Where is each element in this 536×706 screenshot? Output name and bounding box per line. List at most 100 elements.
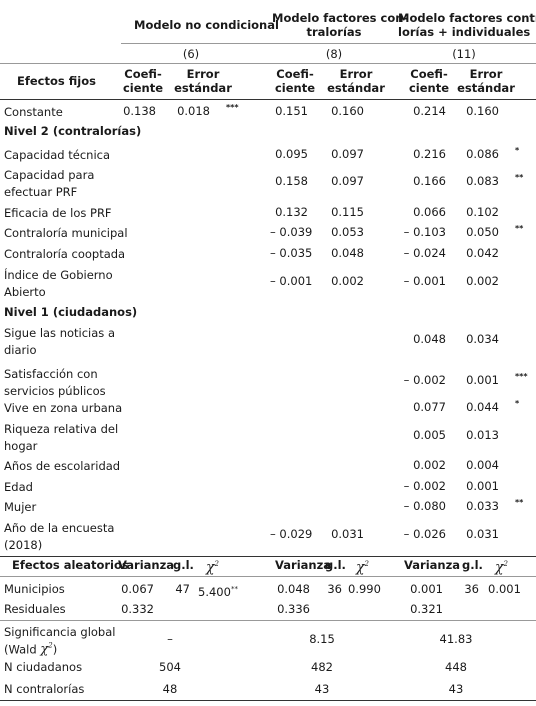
chi-header-3: χ2	[495, 559, 508, 576]
municipios-gl-3: 36	[464, 582, 479, 596]
cell-m2e: 0.053	[331, 225, 364, 239]
bottom-rule	[0, 700, 536, 701]
residuales-var-3: 0.321	[410, 602, 443, 616]
cell-m3c: 0.077	[413, 400, 446, 414]
cell-m3e: 0.001	[466, 373, 499, 387]
n-contralorias-2: 43	[314, 682, 330, 696]
row-label: Eficacia de los PRF	[4, 205, 112, 222]
row-label-line: Riqueza relativa del	[4, 422, 119, 436]
municipios-gl-2: 36	[327, 582, 342, 596]
cell-m3e: 0.042	[466, 246, 499, 260]
cell-m3c: – 0.002	[403, 373, 446, 387]
cell-m2c: – 0.035	[270, 246, 313, 260]
cell-m1c: 0.138	[123, 104, 156, 118]
n-ciudadanos-1: 504	[159, 660, 181, 674]
row-label: Capacidad para efectuar PRF	[4, 167, 94, 201]
residuales-var-1: 0.332	[121, 602, 154, 616]
cell-m3e: 0.044	[466, 400, 499, 414]
n-ciudadanos-label: N ciudadanos	[4, 660, 83, 674]
sig-value-1: –	[167, 632, 173, 646]
chi-header-1: χ2	[206, 559, 219, 576]
cell-m3e: 0.031	[466, 527, 499, 541]
cell-m2c: – 0.001	[270, 274, 313, 288]
model-2-number: (8)	[325, 47, 343, 61]
cell-m3e: 0.102	[466, 205, 499, 219]
row-label-line: Capacidad técnica	[4, 148, 111, 162]
sig-label: Significancia global (Wald χ2)	[4, 625, 116, 658]
row-label: Índice de Gobierno Abierto	[4, 267, 113, 301]
residuales-var-2: 0.336	[277, 602, 310, 616]
municipios-chi-1: 5.400**	[198, 584, 238, 599]
cell-m3e: 0.160	[466, 104, 499, 118]
row-label: Riqueza relativa del hogar	[4, 421, 118, 455]
cell-m3e: 0.004	[466, 458, 499, 472]
model-2-title-line2: tralorías	[306, 25, 362, 39]
row-label: Capacidad técnica	[4, 147, 110, 164]
row-label-line: Vive en zona urbana	[4, 401, 123, 415]
cell-m3c: – 0.001	[403, 274, 446, 288]
row-label: Satisfacción con servicios públicos	[4, 366, 106, 400]
municipios-label: Municipios	[4, 582, 65, 596]
varianza-header-2: Varianza	[275, 558, 332, 572]
section-heading: Nivel 2 (contralorías)	[4, 124, 142, 138]
cell-m3c: – 0.002	[403, 479, 446, 493]
n-contralorias-label: N contralorías	[4, 682, 85, 696]
cell-m3c: 0.214	[413, 104, 446, 118]
sig-value-2: 8.15	[309, 632, 335, 646]
cell-m2e: 0.115	[331, 205, 364, 219]
header-rule	[121, 43, 536, 44]
model-1-title: Modelo no condicional	[134, 18, 279, 32]
footer-rule	[0, 620, 536, 621]
cell-m3e: 0.002	[466, 274, 499, 288]
row-label-line: efectuar PRF	[4, 185, 78, 199]
cell-m3e: 0.083	[466, 174, 499, 188]
row-label: Sigue las noticias a diario	[4, 325, 115, 359]
err-header-3: Error estándar	[457, 67, 515, 95]
cell-m3c: 0.166	[413, 174, 446, 188]
cell-m3c: – 0.080	[403, 499, 446, 513]
significance-stars: **	[515, 224, 524, 233]
municipios-var-1: 0.067	[121, 582, 154, 596]
significance-stars: **	[515, 498, 524, 507]
err-header-1: Error estándar	[174, 67, 232, 95]
row-label-line: Sigue las noticias a	[4, 326, 115, 340]
random-header-rule	[0, 576, 536, 577]
cell-m3e: 0.033	[466, 499, 499, 513]
cell-m2e: 0.002	[331, 274, 364, 288]
cell-m1e: 0.018	[177, 104, 210, 118]
cell-m3c: 0.216	[413, 147, 446, 161]
row-label-line: Satisfacción con	[4, 367, 98, 381]
cell-m3e: 0.013	[466, 428, 499, 442]
residuales-label: Residuales	[4, 602, 66, 616]
row-label-line: Abierto	[4, 285, 46, 299]
chi-header-2: χ2	[356, 559, 369, 576]
municipios-chi-3: 0.001	[488, 582, 521, 596]
cell-m2e: 0.160	[331, 104, 364, 118]
cell-m2e: 0.048	[331, 246, 364, 260]
fixed-effects-heading: Efectos fijos	[17, 74, 96, 88]
significance-stars: ***	[515, 372, 528, 381]
municipios-var-2: 0.048	[277, 582, 310, 596]
row-label-line: Años de escolaridad	[4, 459, 121, 473]
model-3-title-line1: Modelo factores contra-	[398, 11, 536, 25]
row-label-line: Mujer	[4, 500, 37, 514]
gl-header-3: g.l.	[462, 558, 483, 572]
cell-m3e: 0.050	[466, 225, 499, 239]
section-heading: Nivel 1 (ciudadanos)	[4, 305, 138, 319]
cell-m2c: 0.151	[275, 104, 308, 118]
row-label-line: Contraloría cooptada	[4, 247, 126, 261]
coef-header-2: Coefi-ciente	[274, 67, 316, 95]
gl-header-1: g.l.	[173, 558, 194, 572]
row-label: Mujer	[4, 499, 36, 516]
model-3-title-line2: lorías + individuales	[398, 25, 531, 39]
row-label-line: hogar	[4, 439, 38, 453]
n-ciudadanos-3: 448	[445, 660, 467, 674]
row-label-line: Constante	[4, 105, 63, 119]
row-label-line: Año de la encuesta	[4, 521, 115, 535]
n-contralorias-1: 48	[162, 682, 178, 696]
header-rule-2	[0, 63, 536, 64]
cell-m3e: 0.034	[466, 332, 499, 346]
row-label-line: diario	[4, 343, 37, 357]
header-bottom-rule	[0, 99, 536, 100]
cell-m3c: 0.048	[413, 332, 446, 346]
